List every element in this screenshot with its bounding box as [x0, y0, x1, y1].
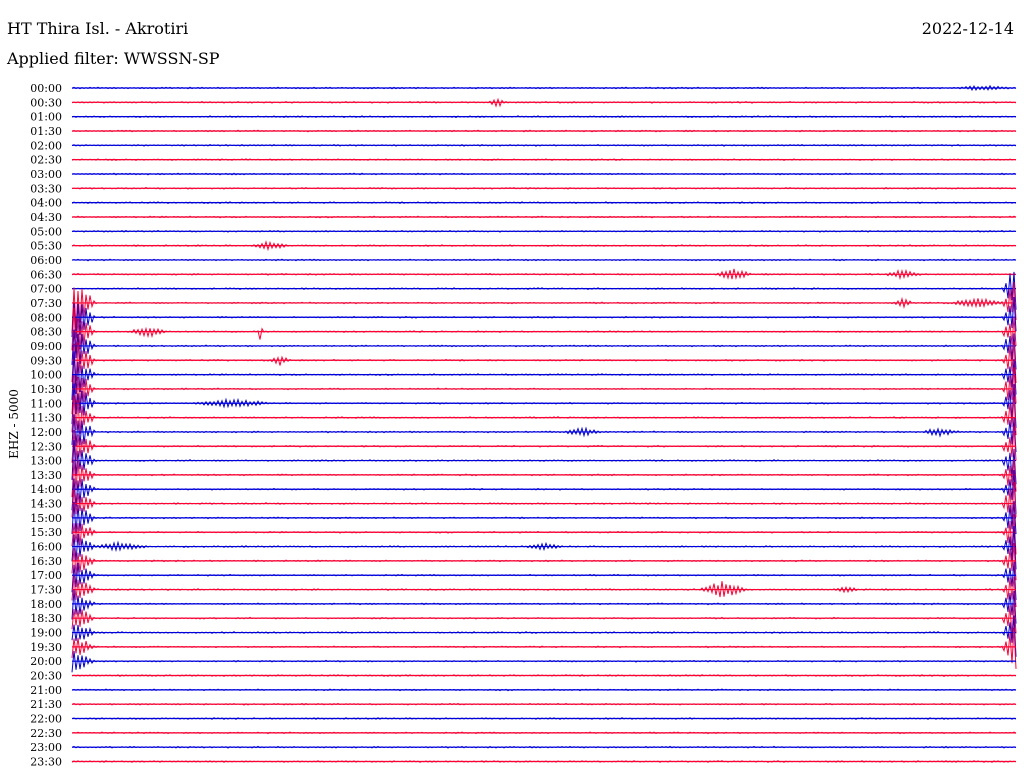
trace-row-0930: [71, 341, 1017, 384]
time-label-0400: 04:00: [30, 197, 62, 210]
time-label-2330: 23:30: [30, 756, 62, 769]
trace-row-0900: [71, 329, 1017, 370]
time-label-0800: 08:00: [30, 311, 62, 324]
time-label-0330: 03:30: [30, 182, 62, 195]
time-label-0700: 07:00: [30, 283, 62, 296]
time-label-0230: 02:30: [30, 154, 62, 167]
time-label-1800: 18:00: [30, 598, 62, 611]
station-title: HT Thira Isl. - Akrotiri: [7, 19, 189, 38]
trace-row-1400: [71, 469, 1017, 515]
trace-row-1000: [71, 351, 1017, 400]
time-label-1730: 17:30: [30, 584, 62, 597]
record-date: 2022-12-14: [921, 19, 1014, 38]
trace-row-0700: [71, 271, 1017, 310]
time-label-0100: 01:00: [30, 111, 62, 124]
time-label-2030: 20:30: [30, 670, 62, 683]
time-label-2300: 23:00: [30, 741, 62, 754]
time-label-1900: 19:00: [30, 627, 62, 640]
time-label-0500: 05:00: [30, 225, 62, 238]
trace-row-1430: [71, 482, 1017, 519]
trace-row-1100: [71, 383, 1017, 429]
time-label-1630: 16:30: [30, 555, 62, 568]
trace-row-1900: [71, 615, 1017, 657]
time-label-0900: 09:00: [30, 340, 62, 353]
time-label-1330: 13:30: [30, 469, 62, 482]
time-label-0130: 01:30: [30, 125, 62, 138]
time-label-0430: 04:30: [30, 211, 62, 224]
time-label-1230: 12:30: [30, 440, 62, 453]
time-label-1600: 16:00: [30, 541, 62, 554]
trace-row-1330: [71, 459, 1017, 498]
time-label-0630: 06:30: [30, 268, 62, 281]
time-label-0000: 00:00: [30, 82, 62, 95]
time-label-1400: 14:00: [30, 483, 62, 496]
time-label-2230: 22:30: [30, 727, 62, 740]
trace-row-0730: [71, 281, 1017, 334]
time-label-2130: 21:30: [30, 698, 62, 711]
trace-row-1700: [71, 561, 1017, 601]
time-label-1530: 15:30: [30, 526, 62, 539]
time-label-1700: 17:00: [30, 569, 62, 582]
time-label-1430: 14:30: [30, 498, 62, 511]
time-label-1200: 12:00: [30, 426, 62, 439]
time-label-1030: 10:30: [30, 383, 62, 396]
time-label-0600: 06:00: [30, 254, 62, 267]
time-label-0830: 08:30: [30, 326, 62, 339]
time-label-0930: 09:30: [30, 354, 62, 367]
time-label-1830: 18:30: [30, 612, 62, 625]
time-label-1000: 10:00: [30, 369, 62, 382]
time-label-2200: 22:00: [30, 713, 62, 726]
time-label-1500: 15:00: [30, 512, 62, 525]
time-label-0200: 02:00: [30, 139, 62, 152]
time-label-1300: 13:00: [30, 455, 62, 468]
seismic-traces: [71, 84, 1017, 763]
trace-row-1830: [71, 602, 1017, 637]
time-label-2000: 20:00: [30, 655, 62, 668]
time-label-0300: 03:00: [30, 168, 62, 181]
time-label-1100: 11:00: [30, 397, 62, 410]
time-label-1130: 11:30: [30, 412, 62, 425]
time-label-2100: 21:00: [30, 684, 62, 697]
filter-label: Applied filter: WWSSN-SP: [7, 49, 220, 68]
trace-row-1730: [71, 575, 1017, 608]
trace-row-1930: [71, 627, 1017, 669]
time-label-0730: 07:30: [30, 297, 62, 310]
time-label-1930: 19:30: [30, 641, 62, 654]
time-label-0530: 05:30: [30, 240, 62, 253]
time-label-0030: 00:30: [30, 96, 62, 109]
trace-row-1130: [71, 395, 1017, 436]
